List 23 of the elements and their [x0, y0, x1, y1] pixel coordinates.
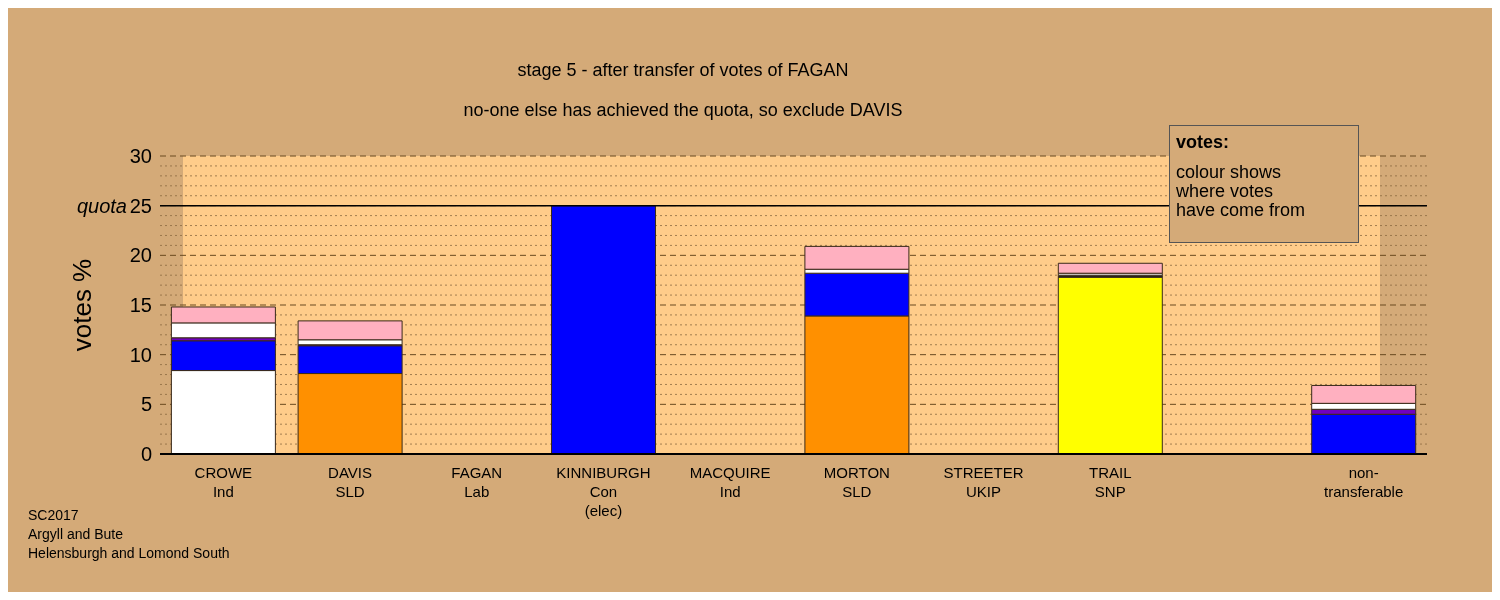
x-tick-label: non- transferable [1324, 464, 1404, 500]
y-tick-label: 10 [129, 343, 152, 366]
y-tick-label: 15 [129, 294, 152, 317]
x-tick-label: TRAIL SNP [1088, 464, 1132, 500]
y-tick-label: 30 [129, 145, 152, 168]
chart-title: stage 5 - after transfer of votes of FAGAN [516, 60, 850, 81]
x-tick-label: FAGAN Lab [451, 464, 503, 500]
y-tick-label: 25 [129, 194, 152, 217]
note-box: votes: colour shows where votes have come from [1169, 125, 1359, 243]
text: SC2017 Argyll and Bute Helensburgh and Lomond South [28, 506, 230, 563]
y-tick-label: 20 [129, 244, 152, 267]
y-tick-label: 0 [140, 443, 152, 466]
annotation: colour shows where votes have come from [1176, 162, 1307, 220]
x-tick-label: MACQUIRE Ind [689, 464, 771, 500]
x-tick-label: KINNIBURGH Con (elec) [556, 464, 651, 519]
x-tick-label: DAVIS SLD [328, 464, 372, 500]
x-tick-label: MORTON SLD [823, 464, 890, 500]
y-tick-label: 5 [140, 393, 152, 416]
chart-subtitle: no-one else has achieved the quota, so exclude DAVIS [462, 100, 904, 121]
x-tick-label: STREETER UKIP [943, 464, 1024, 500]
y-axis-title: votes % [67, 258, 98, 352]
x-tick-label: CROWE Ind [194, 464, 253, 500]
ref-line-label: quota [76, 194, 127, 217]
